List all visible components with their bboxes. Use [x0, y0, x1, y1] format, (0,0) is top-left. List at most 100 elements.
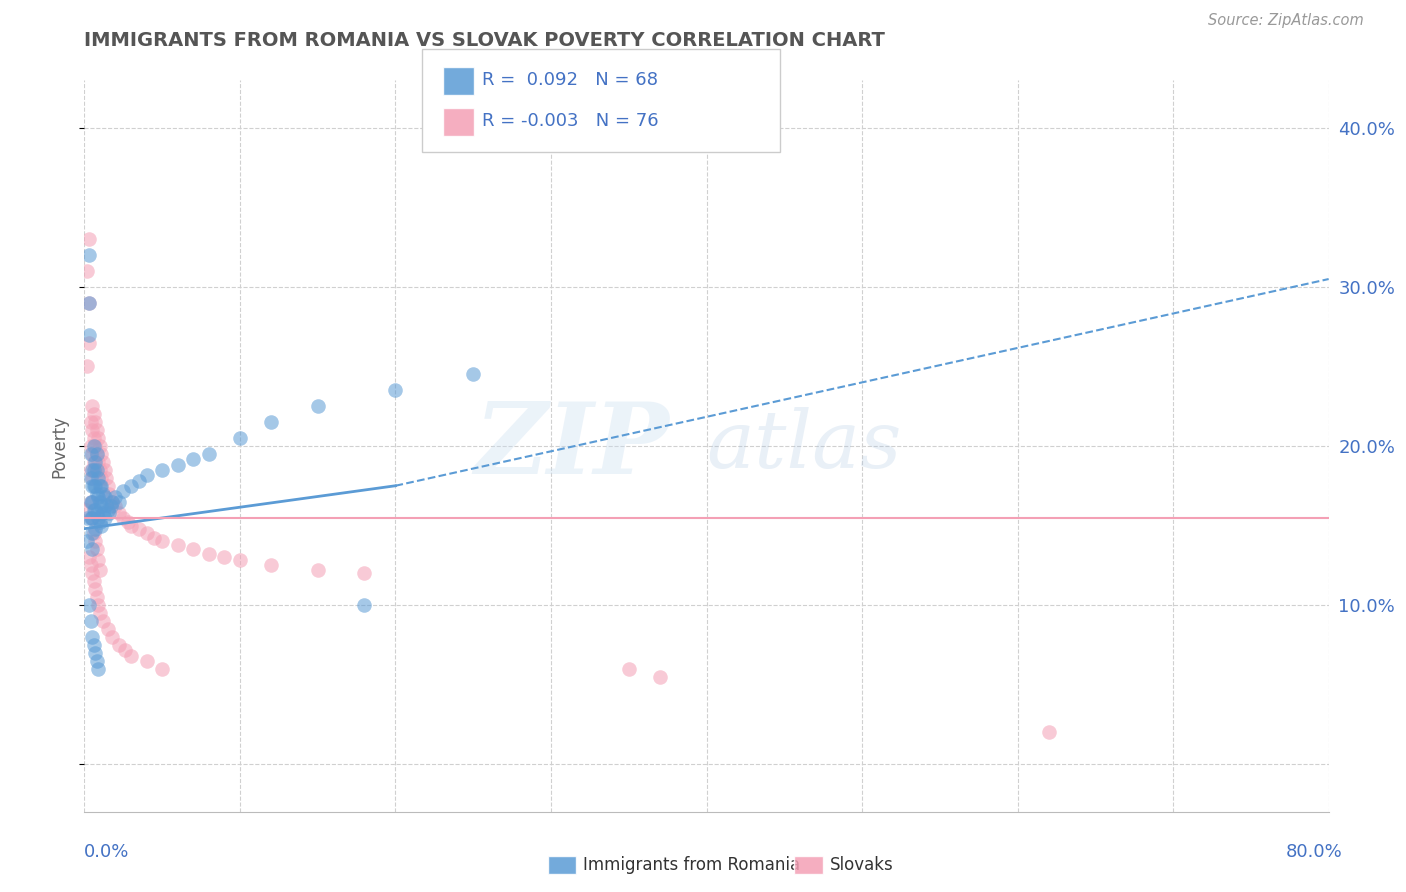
Point: [84, 534, 107, 549]
Point: [89, 479, 111, 493]
Point: [82, 423, 104, 437]
Point: [79, 415, 101, 429]
Point: [83, 574, 105, 589]
Point: [76, 510, 98, 524]
Point: [77, 550, 100, 565]
Point: [97, 622, 120, 636]
Point: [89, 606, 111, 620]
Point: [229, 553, 252, 567]
Point: [86, 423, 108, 437]
Point: [120, 518, 142, 533]
Point: [93, 510, 115, 524]
Point: [83, 407, 105, 421]
Point: [79, 463, 101, 477]
Point: [86, 590, 108, 604]
Point: [82, 471, 104, 485]
Point: [90, 447, 112, 461]
Point: [84, 463, 107, 477]
Point: [91, 486, 114, 500]
Point: [94, 471, 117, 485]
Point: [76, 264, 98, 278]
Point: [83, 455, 105, 469]
Point: [84, 646, 107, 660]
Text: ZIP: ZIP: [474, 398, 669, 494]
Point: [83, 479, 105, 493]
Point: [117, 516, 139, 530]
Point: [76, 359, 98, 374]
Y-axis label: Poverty: Poverty: [51, 415, 69, 477]
Point: [89, 463, 111, 477]
Point: [86, 447, 108, 461]
Point: [83, 431, 105, 445]
Point: [150, 463, 173, 477]
Point: [91, 506, 114, 520]
Point: [128, 474, 150, 488]
Point: [648, 669, 671, 683]
Point: [89, 516, 111, 530]
Point: [98, 506, 121, 520]
Point: [82, 447, 104, 461]
Text: Immigrants from Romania: Immigrants from Romania: [583, 856, 800, 874]
Point: [77, 335, 100, 350]
Point: [79, 558, 101, 573]
Point: [100, 500, 122, 514]
Point: [181, 451, 204, 466]
Point: [114, 642, 136, 657]
Point: [82, 463, 104, 477]
Point: [214, 550, 236, 565]
Point: [84, 415, 107, 429]
Point: [150, 534, 173, 549]
Point: [143, 531, 166, 545]
Point: [75, 502, 97, 516]
Point: [77, 327, 100, 342]
Point: [104, 500, 127, 514]
Point: [97, 502, 120, 516]
Point: [87, 553, 110, 567]
Text: Source: ZipAtlas.com: Source: ZipAtlas.com: [1208, 13, 1364, 29]
Point: [87, 471, 110, 485]
Point: [79, 494, 101, 508]
Point: [384, 384, 406, 398]
Text: 80.0%: 80.0%: [1286, 843, 1343, 861]
Point: [79, 439, 101, 453]
Point: [260, 558, 283, 573]
Point: [93, 463, 115, 477]
Point: [77, 248, 100, 262]
Point: [98, 486, 121, 500]
Point: [86, 542, 108, 557]
Point: [87, 510, 110, 524]
Point: [82, 510, 104, 524]
Point: [353, 566, 375, 581]
Point: [198, 447, 221, 461]
Point: [82, 566, 104, 581]
Point: [128, 522, 150, 536]
Point: [112, 510, 135, 524]
Point: [101, 630, 124, 644]
Point: [91, 614, 114, 628]
Point: [79, 447, 101, 461]
Point: [83, 638, 105, 652]
Point: [84, 455, 107, 469]
Point: [101, 494, 124, 508]
Point: [86, 463, 108, 477]
Point: [166, 538, 188, 552]
Text: IMMIGRANTS FROM ROMANIA VS SLOVAK POVERTY CORRELATION CHART: IMMIGRANTS FROM ROMANIA VS SLOVAK POVERT…: [84, 31, 886, 50]
Point: [135, 526, 157, 541]
Point: [107, 506, 129, 520]
Point: [120, 648, 142, 663]
Point: [79, 614, 101, 628]
Point: [82, 479, 104, 493]
Point: [101, 494, 124, 508]
Point: [79, 471, 101, 485]
Point: [135, 467, 157, 482]
Point: [89, 439, 111, 453]
Point: [150, 662, 173, 676]
Point: [76, 534, 98, 549]
Point: [229, 431, 252, 445]
Point: [79, 510, 101, 524]
Point: [463, 368, 485, 382]
Point: [84, 479, 107, 493]
Point: [87, 598, 110, 612]
Point: [77, 296, 100, 310]
Point: [166, 458, 188, 472]
